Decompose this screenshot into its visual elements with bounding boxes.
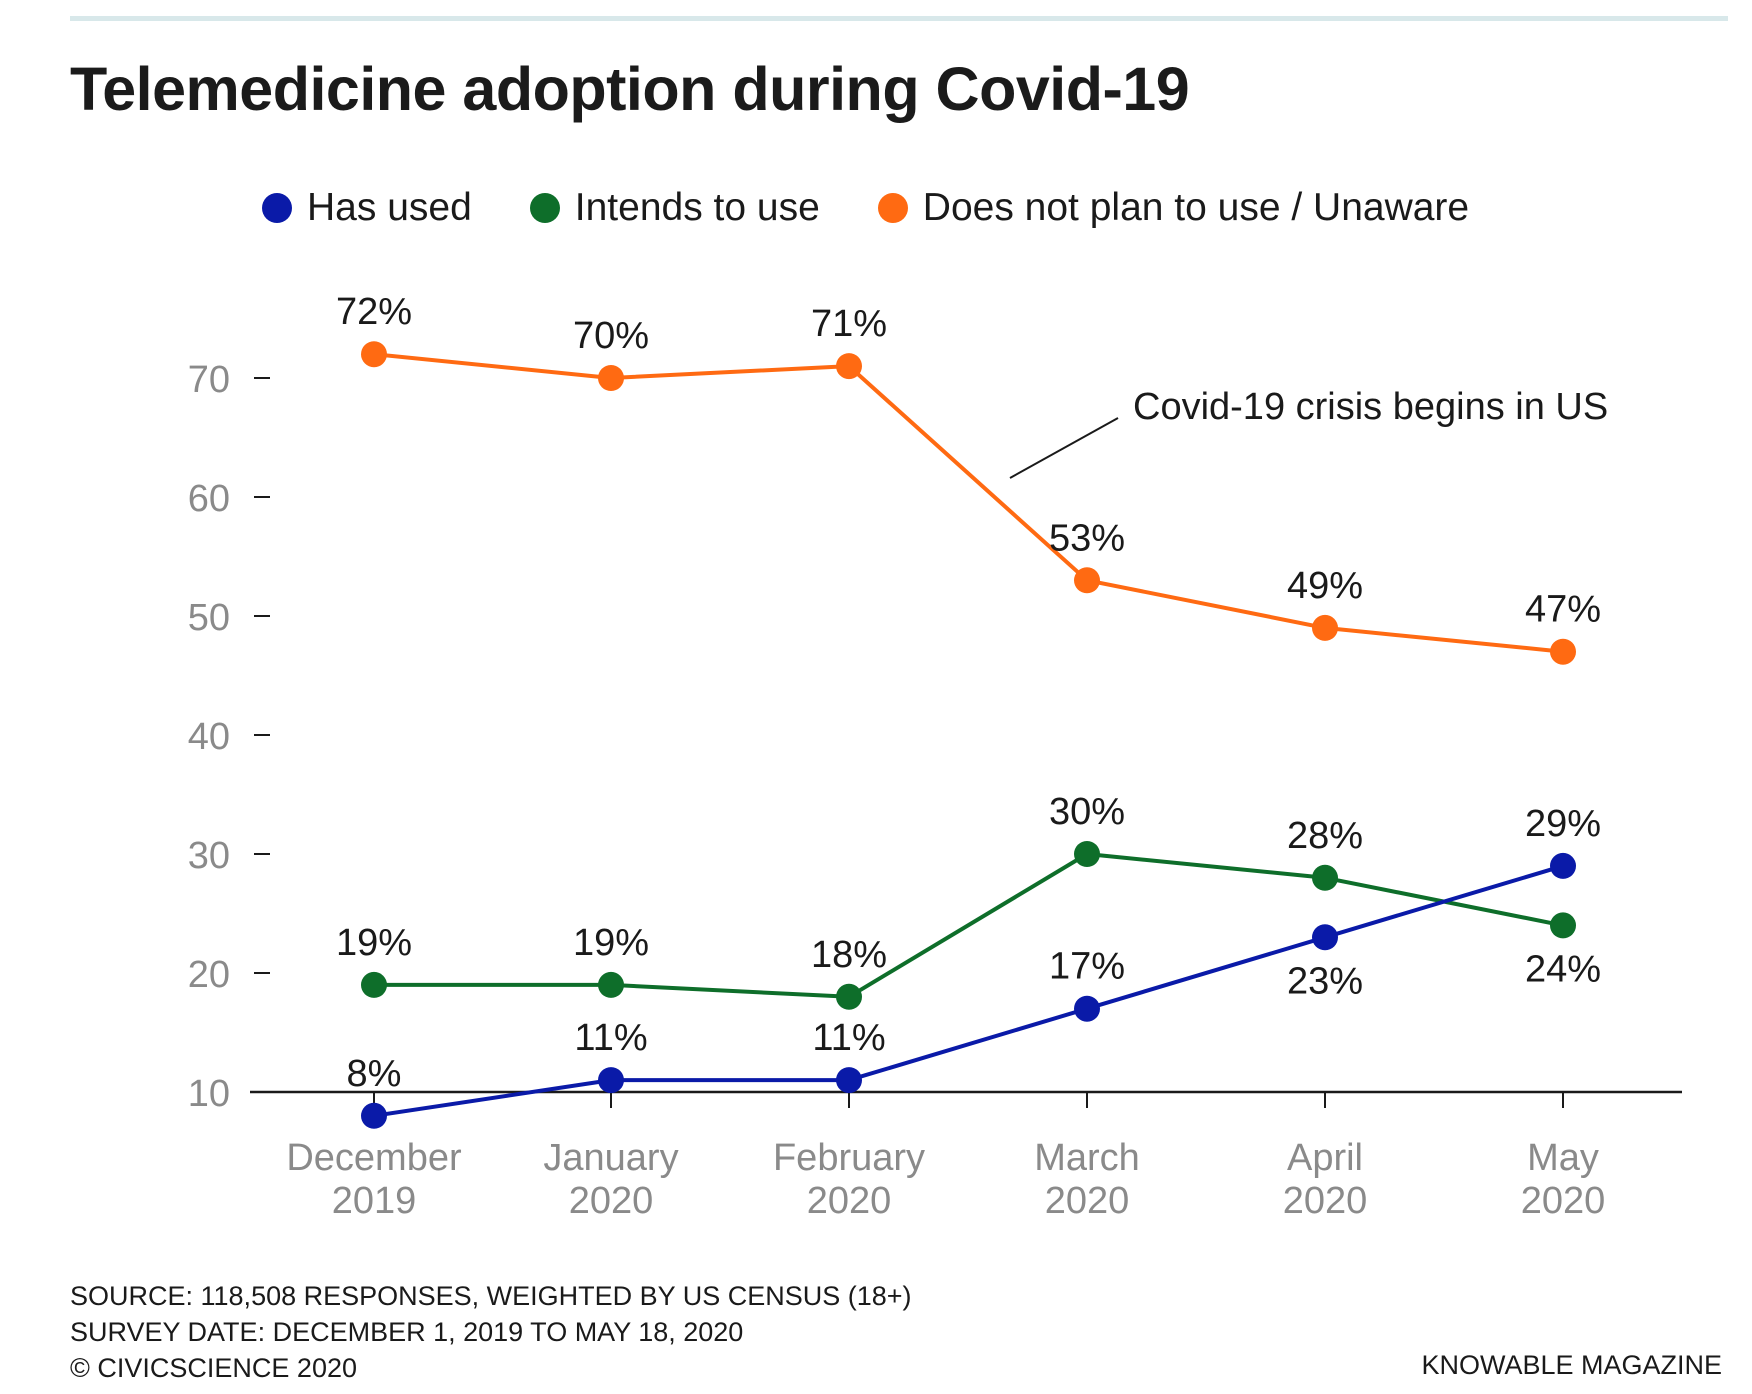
legend-item-does-not-plan: Does not plan to use / Unaware bbox=[877, 186, 1470, 230]
legend-label-has-used: Has used bbox=[307, 186, 472, 229]
data-label: 47% bbox=[1525, 589, 1601, 631]
publisher-credit: KNOWABLE MAGAZINE bbox=[1421, 1350, 1722, 1380]
data-point bbox=[836, 1067, 862, 1094]
data-label: 24% bbox=[1525, 948, 1601, 990]
x-tick-label-month: December bbox=[286, 1137, 462, 1179]
data-point bbox=[1312, 864, 1338, 891]
data-label: 8% bbox=[347, 1053, 402, 1095]
data-label: 11% bbox=[812, 1017, 885, 1059]
line-chart: 10203040506070December2019January2020Feb… bbox=[188, 291, 1682, 1222]
data-point bbox=[1312, 924, 1338, 951]
data-label: 11% bbox=[574, 1017, 647, 1059]
series-line bbox=[374, 852, 1564, 999]
footer-notes: SOURCE: 118,508 RESPONSES, WEIGHTED BY U… bbox=[70, 1278, 912, 1386]
series-line bbox=[373, 352, 1564, 654]
copyright-note: © CIVICSCIENCE 2020 bbox=[70, 1353, 357, 1383]
data-point bbox=[1550, 638, 1576, 665]
data-label: 17% bbox=[1049, 946, 1125, 988]
data-label: 71% bbox=[811, 303, 887, 345]
x-tick-label-year: 2019 bbox=[332, 1180, 417, 1222]
data-point bbox=[361, 341, 387, 368]
y-tick-label: 50 bbox=[188, 597, 230, 639]
data-label: 53% bbox=[1049, 517, 1125, 559]
y-tick-label: 70 bbox=[188, 359, 230, 401]
source-note: SOURCE: 118,508 RESPONSES, WEIGHTED BY U… bbox=[70, 1281, 912, 1311]
chart-title: Telemedicine adoption during Covid-19 bbox=[70, 55, 1190, 123]
data-point bbox=[1550, 852, 1576, 879]
x-tick-label-year: 2020 bbox=[569, 1180, 654, 1222]
legend-dot-has-used bbox=[262, 193, 292, 223]
legend-item-has-used: Has used bbox=[262, 186, 472, 230]
data-point bbox=[361, 971, 387, 998]
annotation-text: Covid-19 crisis begins in US bbox=[1133, 386, 1608, 428]
x-tick-label-year: 2020 bbox=[807, 1180, 892, 1222]
x-tick-label-year: 2020 bbox=[1521, 1180, 1606, 1222]
data-point bbox=[1074, 995, 1100, 1022]
data-point bbox=[1074, 841, 1100, 867]
legend-item-intends-to-use: Intends to use bbox=[529, 186, 820, 230]
y-tick-label: 20 bbox=[188, 954, 230, 996]
series-line bbox=[373, 863, 1564, 1118]
data-label: 19% bbox=[336, 922, 412, 964]
legend-dot-intends-to-use bbox=[529, 193, 560, 223]
annotation-leader-line bbox=[1009, 417, 1119, 479]
data-label: 49% bbox=[1287, 565, 1363, 607]
data-label: 30% bbox=[1049, 791, 1125, 833]
x-tick-label-month: April bbox=[1287, 1137, 1363, 1179]
data-label: 19% bbox=[573, 922, 649, 964]
y-tick-label: 40 bbox=[188, 716, 230, 758]
y-tick-label: 10 bbox=[188, 1073, 230, 1115]
y-tick-label: 30 bbox=[188, 835, 230, 877]
data-point bbox=[598, 1067, 624, 1094]
survey-date-note: SURVEY DATE: DECEMBER 1, 2019 TO MAY 18,… bbox=[70, 1317, 744, 1347]
data-point bbox=[1312, 614, 1338, 641]
x-tick-label-month: March bbox=[1034, 1137, 1140, 1179]
x-tick-label-month: May bbox=[1527, 1137, 1599, 1179]
legend-label-does-not-plan: Does not plan to use / Unaware bbox=[922, 186, 1470, 229]
data-point bbox=[1074, 567, 1100, 594]
x-tick-label-month: January bbox=[543, 1137, 678, 1179]
data-label: 70% bbox=[573, 315, 649, 357]
data-label: 28% bbox=[1287, 815, 1363, 857]
data-point bbox=[1550, 912, 1576, 939]
data-label: 29% bbox=[1525, 803, 1601, 845]
data-point bbox=[836, 983, 862, 1010]
y-tick-label: 60 bbox=[188, 478, 230, 520]
x-tick-label-month: February bbox=[773, 1137, 925, 1179]
legend: Has used Intends to use Does not plan to… bbox=[262, 184, 1527, 232]
data-label: 23% bbox=[1287, 960, 1363, 1002]
data-label: 18% bbox=[811, 934, 887, 976]
x-tick-label-year: 2020 bbox=[1045, 1180, 1130, 1222]
data-label: 72% bbox=[336, 291, 412, 333]
top-rule bbox=[70, 16, 1728, 21]
data-point bbox=[598, 365, 624, 391]
x-tick-label-year: 2020 bbox=[1283, 1180, 1368, 1222]
data-point bbox=[836, 353, 862, 380]
data-point bbox=[598, 971, 624, 998]
data-point bbox=[361, 1102, 387, 1129]
legend-label-intends-to-use: Intends to use bbox=[574, 186, 820, 229]
legend-dot-does-not-plan bbox=[877, 193, 908, 223]
